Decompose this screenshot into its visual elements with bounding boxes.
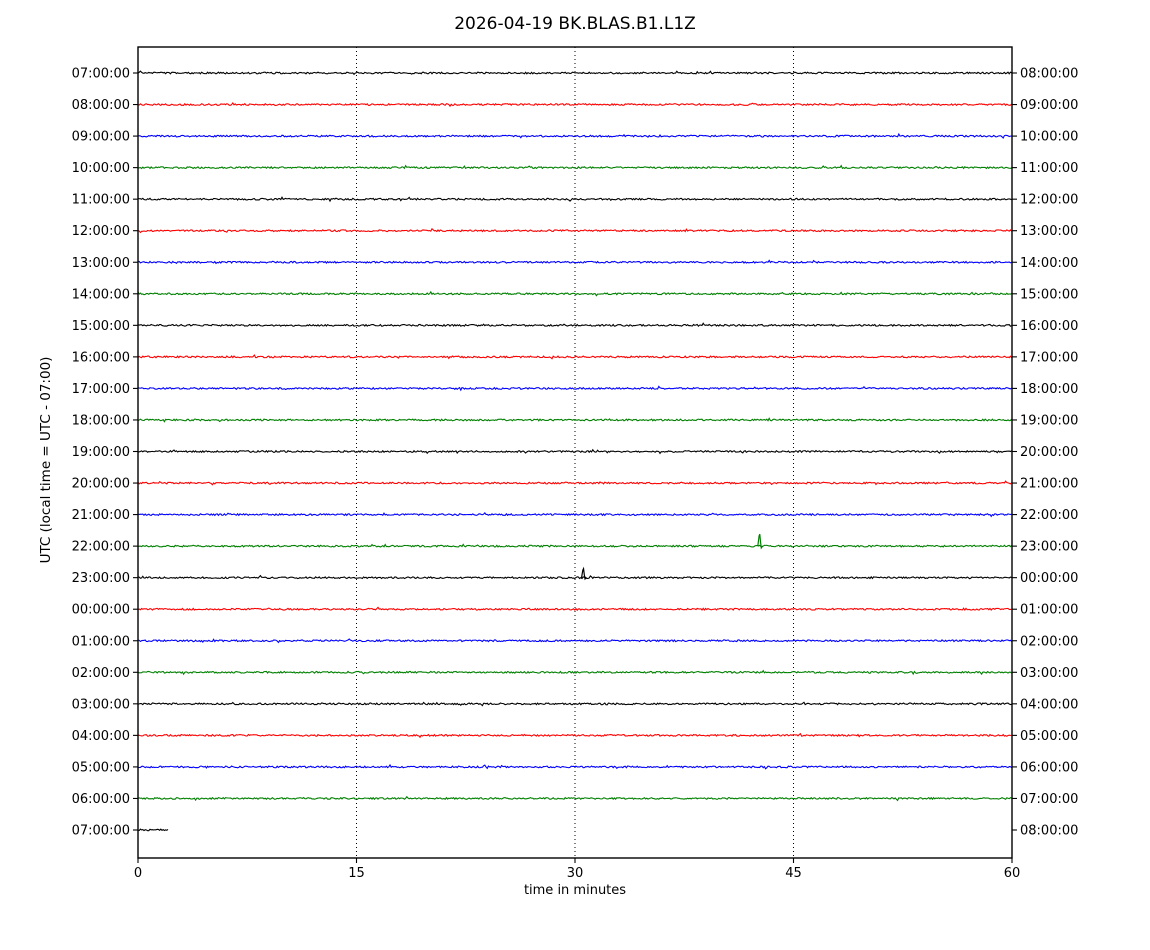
trace-row-110000 [137,196,1012,203]
trace-row-120000 [137,227,1013,234]
trace-row-230000 [137,574,1012,580]
utc-tick-label: 08:00:00 [72,98,130,113]
tick-labels: 0 15 30 45 60 07:00:00 08:00:00 08:00:00 09:00:0… [72,67,1079,882]
local-tick-label: 20:00:00 [1020,445,1078,460]
x-tick-label: 15 [348,866,365,881]
local-tick-label: 08:00:00 [1020,67,1078,82]
utc-tick-label: 16:00:00 [72,350,130,365]
local-tick-label: 09:00:00 [1020,98,1078,113]
event-spike [757,533,764,550]
trace-row-200000 [137,480,1012,486]
trace-row-160000 [137,354,1013,360]
x-tick-label: 45 [785,866,802,881]
trace-row-040000 [137,732,1012,739]
trace-row-210000 [137,512,1012,518]
local-tick-label: 10:00:00 [1020,130,1078,145]
utc-tick-label: 01:00:00 [72,634,130,649]
utc-tick-label: 00:00:00 [72,603,130,618]
local-tick-label: 23:00:00 [1020,540,1078,555]
traces [137,70,1013,832]
utc-tick-label: 03:00:00 [72,697,130,712]
local-tick-label: 14:00:00 [1020,256,1078,271]
utc-tick-label: 21:00:00 [72,508,130,523]
x-tick-label: 0 [134,866,142,881]
x-tick-label: 60 [1004,866,1021,881]
local-tick-label: 04:00:00 [1020,697,1078,712]
x-tick-label: 30 [567,866,584,881]
utc-tick-label: 17:00:00 [72,382,130,397]
utc-tick-label: 07:00:00 [72,67,130,82]
trace-row-070000 [137,828,169,832]
local-tick-label: 21:00:00 [1020,477,1078,492]
trace-row-010000 [137,638,1012,644]
local-tick-label: 08:00:00 [1020,824,1078,839]
utc-tick-label: 12:00:00 [72,224,130,239]
utc-tick-label: 15:00:00 [72,319,130,334]
local-tick-label: 18:00:00 [1020,382,1078,397]
trace-row-220000 [137,543,1012,548]
trace-row-150000 [137,322,1012,327]
axis-ticks [133,72,1017,863]
utc-tick-label: 09:00:00 [72,130,130,145]
local-tick-label: 22:00:00 [1020,508,1078,523]
local-tick-label: 07:00:00 [1020,792,1078,807]
utc-tick-label: 04:00:00 [72,729,130,744]
local-tick-label: 11:00:00 [1020,161,1078,176]
utc-tick-label: 02:00:00 [72,666,130,681]
local-tick-label: 12:00:00 [1020,193,1078,208]
utc-tick-label: 13:00:00 [72,256,130,271]
utc-tick-label: 05:00:00 [72,760,130,775]
local-tick-label: 17:00:00 [1020,350,1078,365]
local-tick-label: 19:00:00 [1020,413,1078,428]
trace-row-030000 [137,701,1012,707]
local-tick-label: 15:00:00 [1020,287,1078,302]
utc-tick-label: 23:00:00 [72,571,130,586]
utc-tick-label: 14:00:00 [72,287,130,302]
local-tick-label: 00:00:00 [1020,571,1078,586]
utc-tick-label: 07:00:00 [72,824,130,839]
local-tick-label: 02:00:00 [1020,634,1078,649]
trace-row-060000 [137,795,1012,802]
chart-title: 2026-04-19 BK.BLAS.B1.L1Z [454,14,696,34]
utc-tick-label: 11:00:00 [72,193,130,208]
trace-row-180000 [137,417,1013,423]
utc-tick-label: 22:00:00 [72,540,130,555]
trace-row-000000 [137,606,1012,612]
local-tick-label: 13:00:00 [1020,224,1078,239]
trace-row-140000 [137,290,1012,297]
local-tick-label: 01:00:00 [1020,603,1078,618]
trace-row-020000 [137,669,1012,676]
trace-row-100000 [137,164,1012,170]
trace-row-170000 [137,385,1012,392]
utc-tick-label: 19:00:00 [72,445,130,460]
trace-row-080000 [137,101,1012,108]
utc-tick-label: 06:00:00 [72,792,130,807]
local-tick-label: 05:00:00 [1020,729,1078,744]
x-axis-label: time in minutes [523,883,627,898]
plot-frame [137,46,1013,859]
trace-row-130000 [137,259,1012,265]
trace-row-090000 [137,132,1012,139]
utc-tick-label: 20:00:00 [72,477,130,492]
utc-tick-label: 10:00:00 [72,161,130,176]
trace-row-050000 [137,763,1012,770]
local-tick-label: 16:00:00 [1020,319,1078,334]
trace-row-070000 [137,70,1012,76]
local-tick-label: 03:00:00 [1020,666,1078,681]
trace-row-190000 [137,448,1012,455]
utc-tick-label: 18:00:00 [72,413,130,428]
event-spike [580,566,587,581]
local-tick-label: 06:00:00 [1020,760,1078,775]
